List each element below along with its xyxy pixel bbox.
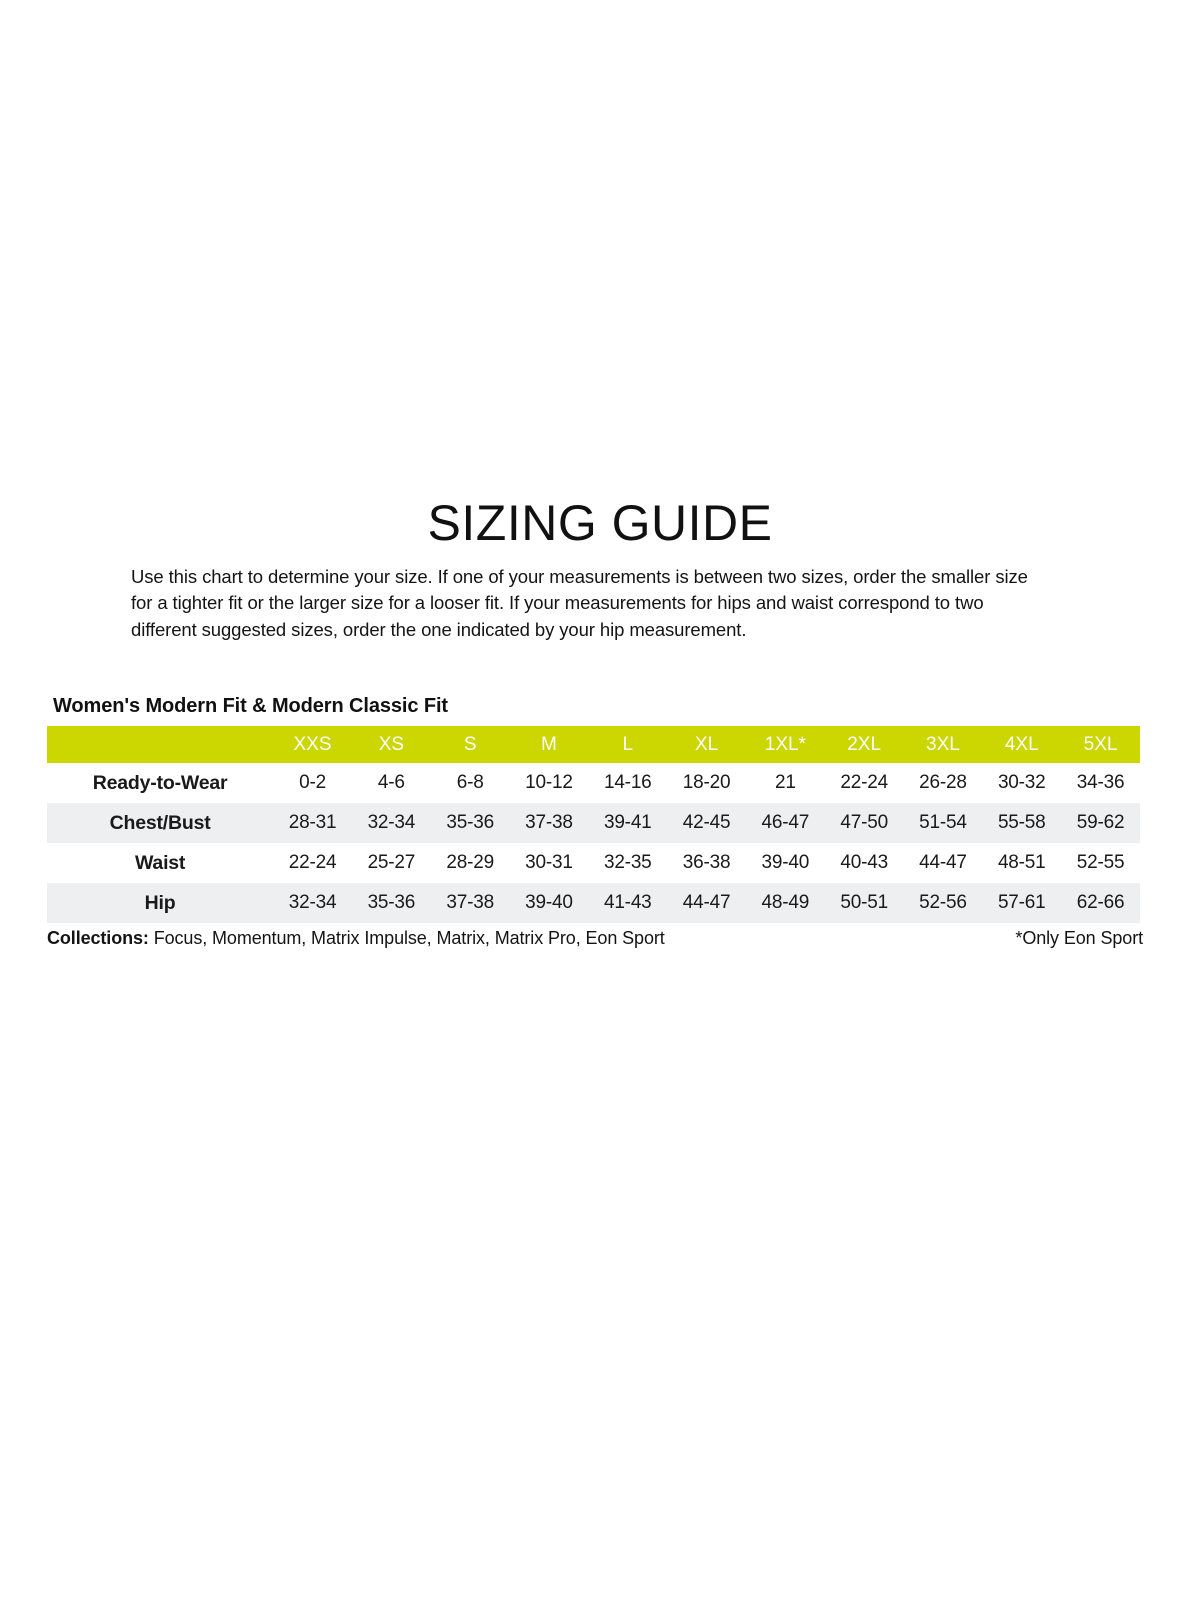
cell-value: 35-36 [446,812,494,833]
cell-value: 37-38 [525,812,573,833]
cell-value: 48-51 [997,852,1046,873]
cell-value: 39-40 [525,892,573,913]
table-row: Hip 32-34 35-36 37-38 39-40 41-43 44-47 … [47,883,1140,923]
row-label-waist: Waist [134,851,186,874]
column-header-1xl: 1XL* [764,733,806,755]
only-eon-sport-note: *Only Eon Sport [1015,928,1143,948]
cell-value: 47-50 [840,812,888,833]
column-header-3xl: 3XL [926,733,960,755]
cell-value: 42-45 [682,812,731,833]
column-header-4xl: 4XL [1004,733,1039,755]
table-corner-cell [47,726,274,763]
column-header-xs: XS [378,733,405,755]
cell-value: 48-49 [761,892,810,913]
cell-value: 59-62 [1076,812,1125,833]
cell-value: 52-56 [919,892,967,913]
column-header-5xl: 5XL [1083,733,1118,755]
column-header-l: L [622,733,634,755]
cell-value: 22-24 [288,852,337,873]
collections-value: Focus, Momentum, Matrix Impulse, Matrix,… [148,928,665,948]
cell-value: 40-43 [840,852,888,873]
cell-value: 21 [774,772,796,793]
cell-value: 32-35 [603,852,652,873]
cell-value: 39-40 [761,852,810,873]
column-header-xxs: XXS [293,733,332,755]
cell-value: 62-66 [1076,892,1125,913]
row-label-hip: Hip [144,891,176,914]
table-header-row: XXS XS S M L XL 1XL* 2XL 3XL 4XL 5XL [47,726,1140,763]
cell-value: 44-47 [682,892,731,913]
table-row: Ready-to-Wear 0-2 4-6 6-8 10-12 14-16 18… [47,763,1140,803]
size-table-container: XXS XS S M L XL 1XL* 2XL 3XL 4XL 5XL Rea… [47,726,1140,923]
cell-value: 26-28 [919,772,967,793]
cell-value: 28-31 [288,812,337,833]
cell-value: 22-24 [840,772,888,793]
cell-value: 51-54 [919,812,967,833]
table-row: Waist 22-24 25-27 28-29 30-31 32-35 36-3… [47,843,1140,883]
cell-value: 39-41 [603,812,652,833]
cell-value: 18-20 [682,772,731,793]
collections-label: Collections: [47,928,149,948]
column-header-2xl: 2XL [847,733,882,755]
cell-value: 10-12 [525,772,573,793]
cell-value: 44-47 [919,852,967,873]
cell-value: 28-29 [446,852,494,873]
cell-value: 41-43 [603,892,652,913]
page-title: SIZING GUIDE [427,494,773,551]
cell-value: 50-51 [840,892,888,913]
row-label-chest-bust: Chest/Bust [109,811,211,834]
cell-value: 37-38 [446,892,494,913]
cell-value: 46-47 [761,812,810,833]
footer-notes: Collections: Focus, Momentum, Matrix Imp… [47,928,1143,949]
column-header-m: M [541,733,557,755]
cell-value: 32-34 [288,892,337,913]
cell-value: 36-38 [682,852,731,873]
section-heading: Women's Modern Fit & Modern Classic Fit [53,695,448,717]
cell-value: 6-8 [456,772,484,793]
cell-value: 52-55 [1076,852,1125,873]
size-chart-table: XXS XS S M L XL 1XL* 2XL 3XL 4XL 5XL Rea… [47,726,1140,923]
cell-value: 55-58 [997,812,1046,833]
cell-value: 0-2 [299,772,326,793]
cell-value: 57-61 [997,892,1046,913]
cell-value: 30-32 [997,772,1046,793]
cell-value: 14-16 [603,772,652,793]
table-row: Chest/Bust 28-31 32-34 35-36 37-38 39-41… [47,803,1140,843]
collections-note: Collections: Focus, Momentum, Matrix Imp… [47,928,665,949]
cell-value: 30-31 [525,852,573,873]
cell-value: 34-36 [1076,772,1125,793]
cell-value: 25-27 [367,852,416,873]
row-label-ready-to-wear: Ready-to-Wear [92,771,228,794]
cell-value: 35-36 [367,892,416,913]
cell-value: 32-34 [367,812,416,833]
cell-value: 4-6 [377,772,405,793]
intro-paragraph: Use this chart to determine your size. I… [131,565,1028,640]
column-header-xl: XL [694,733,719,755]
column-header-s: S [463,733,477,755]
